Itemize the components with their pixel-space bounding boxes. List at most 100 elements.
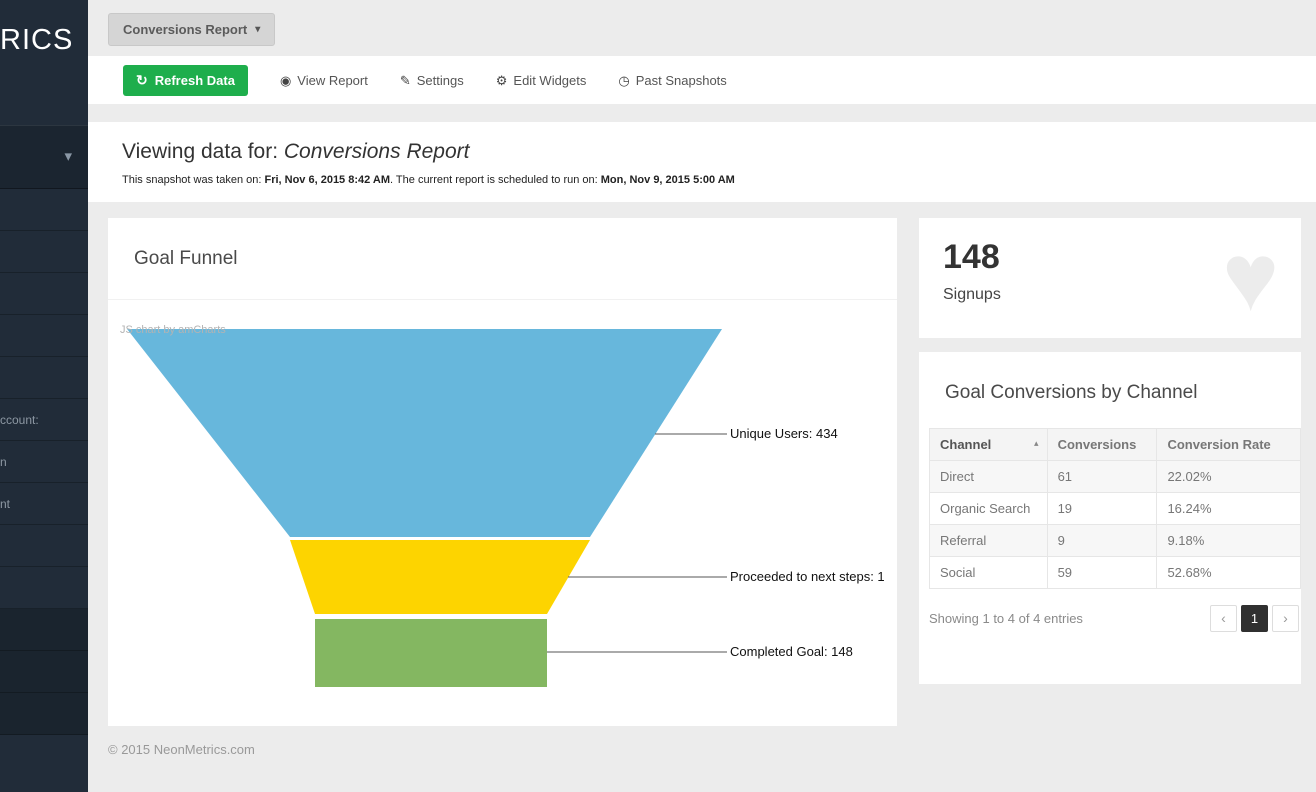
table-row: Referral 9 9.18%: [929, 524, 1301, 557]
funnel-label-proceeded: Proceeded to next steps: 1: [730, 569, 885, 584]
main-area: Conversions Report ▾ ↻ Refresh Data ◉ Vi…: [88, 0, 1316, 757]
sidebar-item[interactable]: [0, 357, 88, 399]
copyright-text: © 2015 NeonMetrics.com: [108, 742, 255, 757]
table-cell: Direct: [929, 460, 1048, 493]
sidebar-nav: ccount: n nt: [0, 189, 88, 735]
table-cell: 9: [1046, 524, 1158, 557]
funnel-label-completed: Completed Goal: 148: [730, 644, 853, 659]
column-header-label: Conversions: [1057, 437, 1137, 452]
settings-label: Settings: [416, 72, 464, 88]
funnel-chart-svg: Unique Users: 434 Proceeded to next step…: [120, 324, 885, 687]
conversions-by-channel-card: Goal Conversions by Channel Channel ▴ Co…: [919, 352, 1301, 684]
conversions-table-wrap: Channel ▴ Conversions Conversion Rate: [919, 428, 1301, 589]
sidebar-item-label: ccount:: [0, 413, 39, 427]
sort-asc-icon: ▴: [1034, 438, 1039, 448]
schedule-text: . The current report is scheduled to run…: [390, 174, 601, 186]
view-report-button[interactable]: ◉ View Report: [280, 73, 368, 88]
refresh-data-label: Refresh Data: [154, 72, 235, 88]
table-header-row: Channel ▴ Conversions Conversion Rate: [929, 428, 1301, 461]
snapshot-info: This snapshot was taken on: Fri, Nov 6, …: [122, 174, 1316, 186]
sidebar-item[interactable]: [0, 651, 88, 693]
report-selector-label: Conversions Report: [123, 22, 248, 37]
table-cell: 22.02%: [1156, 460, 1301, 493]
table-cell: Social: [929, 556, 1048, 589]
table-cell: 52.68%: [1156, 556, 1301, 589]
report-header-panel: Viewing data for: Conversions Report Thi…: [88, 122, 1316, 202]
showing-entries-text: Showing 1 to 4 of 4 entries: [929, 611, 1083, 626]
content: Goal Funnel Unique Users: 434 Proceeded …: [88, 202, 1316, 726]
funnel-label-unique-users: Unique Users: 434: [730, 426, 838, 441]
caret-down-icon: ▾: [255, 24, 261, 35]
pagination: ‹ 1 ›: [1206, 605, 1299, 632]
refresh-data-button[interactable]: ↻ Refresh Data: [123, 64, 248, 96]
sidebar-item[interactable]: [0, 315, 88, 357]
table-footer: Showing 1 to 4 of 4 entries ‹ 1 ›: [919, 589, 1301, 632]
sidebar-item[interactable]: ccount:: [0, 399, 88, 441]
goal-funnel-card: Goal Funnel Unique Users: 434 Proceeded …: [108, 218, 897, 726]
conversions-table: Channel ▴ Conversions Conversion Rate: [929, 428, 1301, 589]
column-header-conversions[interactable]: Conversions: [1046, 428, 1158, 461]
sidebar: RICS ▾ ccount: n nt: [0, 0, 88, 792]
table-cell: 16.24%: [1156, 492, 1301, 525]
table-row: Social 59 52.68%: [929, 556, 1301, 589]
funnel-stage-completed[interactable]: [315, 619, 547, 687]
table-cell: 19: [1046, 492, 1158, 525]
pagination-prev-button[interactable]: ‹: [1210, 605, 1237, 632]
conversions-card-title: Goal Conversions by Channel: [945, 382, 1198, 403]
sidebar-item[interactable]: [0, 525, 88, 567]
page-title-report-name: Conversions Report: [283, 140, 470, 163]
funnel-stage-unique-users[interactable]: [127, 329, 722, 537]
right-column: 148 Signups ♥ Goal Conversions by Channe…: [919, 218, 1301, 684]
past-snapshots-icon: ◷: [618, 72, 630, 88]
page-title: Viewing data for: Conversions Report: [122, 140, 1316, 164]
past-snapshots-label: Past Snapshots: [635, 72, 727, 88]
topbar: Conversions Report ▾: [88, 0, 1316, 56]
view-report-label: View Report: [297, 72, 368, 88]
pagination-next-button[interactable]: ›: [1272, 605, 1299, 632]
sidebar-item[interactable]: n: [0, 441, 88, 483]
column-header-label: Channel: [940, 437, 992, 452]
snapshot-date: Fri, Nov 6, 2015 8:42 AM: [264, 174, 391, 186]
table-row: Direct 61 22.02%: [929, 460, 1301, 493]
refresh-icon: ↻: [136, 72, 148, 88]
goal-funnel-title: Goal Funnel: [108, 218, 897, 300]
past-snapshots-button[interactable]: ◷ Past Snapshots: [618, 73, 726, 88]
sidebar-item[interactable]: [0, 231, 88, 273]
column-header-conversion-rate[interactable]: Conversion Rate: [1156, 428, 1301, 461]
pagination-page-1-button[interactable]: 1: [1241, 605, 1268, 632]
signups-label: Signups: [943, 286, 1001, 303]
column-header-channel[interactable]: Channel ▴: [929, 428, 1048, 461]
sidebar-item[interactable]: [0, 567, 88, 609]
funnel-chart: Unique Users: 434 Proceeded to next step…: [108, 300, 897, 725]
table-cell: 9.18%: [1156, 524, 1301, 557]
snapshot-text: This snapshot was taken on:: [122, 174, 265, 186]
heart-icon: ♥: [1222, 224, 1279, 331]
sidebar-item-label: n: [0, 455, 7, 469]
settings-button[interactable]: ✎ Settings: [400, 73, 464, 88]
signups-value: 148: [943, 238, 1000, 276]
edit-widgets-icon: ⚙: [495, 72, 508, 88]
table-row: Organic Search 19 16.24%: [929, 492, 1301, 525]
chevron-down-icon: ▾: [64, 148, 72, 165]
sidebar-account-selector[interactable]: ▾: [0, 125, 88, 189]
sidebar-item[interactable]: nt: [0, 483, 88, 525]
table-cell: 59: [1046, 556, 1158, 589]
settings-icon: ✎: [399, 72, 411, 88]
schedule-date: Mon, Nov 9, 2015 5:00 AM: [600, 174, 735, 186]
table-cell: Organic Search: [929, 492, 1048, 525]
report-selector-button[interactable]: Conversions Report ▾: [108, 13, 276, 46]
view-report-icon: ◉: [279, 72, 292, 88]
sidebar-item[interactable]: [0, 273, 88, 315]
sidebar-item[interactable]: [0, 189, 88, 231]
column-header-label: Conversion Rate: [1167, 437, 1271, 452]
sidebar-item[interactable]: [0, 609, 88, 651]
table-cell: Referral: [929, 524, 1048, 557]
table-cell: 61: [1046, 460, 1158, 493]
sidebar-item-label: nt: [0, 497, 11, 511]
amcharts-credit[interactable]: JS chart by amCharts: [120, 324, 226, 336]
brand-logo[interactable]: RICS: [0, 24, 74, 56]
signups-stat-card: 148 Signups ♥: [919, 218, 1301, 338]
sidebar-item[interactable]: [0, 693, 88, 735]
edit-widgets-button[interactable]: ⚙ Edit Widgets: [496, 73, 587, 88]
funnel-stage-proceeded[interactable]: [290, 540, 590, 614]
